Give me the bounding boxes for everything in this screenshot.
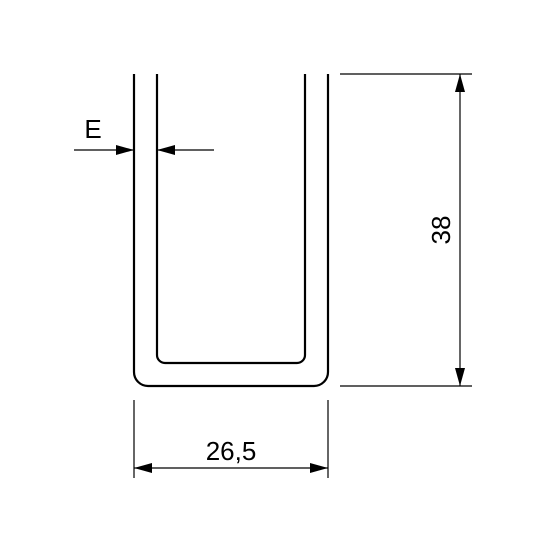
dimension-wall-thickness bbox=[74, 145, 214, 155]
u-profile-outer bbox=[134, 74, 328, 386]
u-profile-inner bbox=[157, 74, 305, 363]
dimension-height-value: 38 bbox=[426, 216, 456, 245]
dimension-thickness-label: E bbox=[84, 114, 101, 144]
dimension-width-value: 26,5 bbox=[206, 436, 257, 466]
